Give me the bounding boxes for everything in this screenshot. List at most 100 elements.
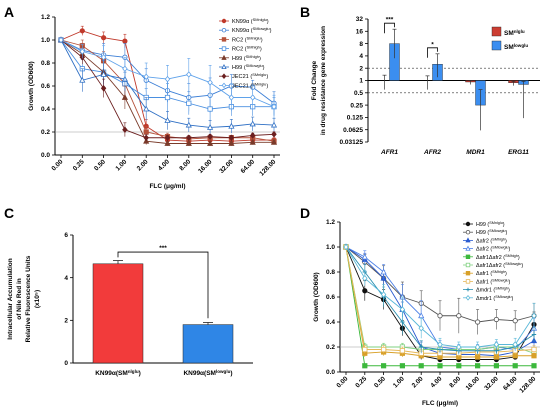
d-data-point [419, 344, 424, 350]
a-legend-entry: JEC21 (SMnlglu) [219, 81, 268, 89]
a-legend-entry: H99 (SMlowglu) [219, 63, 265, 71]
d-legend-label: H99 (SMnlglu) [476, 221, 505, 228]
d-legend-entry: Δafr2 (SMlowglu) [463, 245, 511, 253]
a-y-tick-label: 0.8 [41, 60, 50, 67]
b-significance-stars: * [431, 41, 434, 48]
c-category-label: KN99α(SMnlglu) [95, 369, 141, 378]
d-x-tick-label: 16.00 [465, 375, 482, 392]
a-data-point [79, 76, 86, 83]
a-legend-entry: KN99α (SMnlglu) [219, 17, 269, 26]
d-x-tick-label: 1.00 [392, 375, 406, 389]
d-data-point [474, 319, 481, 325]
a-data-point [207, 133, 213, 140]
d-data-point [437, 363, 443, 369]
a-x-tick-label: 8.00 [178, 158, 192, 172]
d-data-point [399, 363, 406, 369]
a-y-tick-label: 0.2 [41, 129, 50, 136]
a-data-point [164, 94, 171, 101]
b-significance: *** [384, 17, 395, 34]
a-data-point [164, 116, 171, 123]
a-data-point [186, 134, 192, 142]
c-significance-bracket [117, 251, 209, 319]
d-legend-marker [465, 237, 471, 243]
d-y-tick-label: 0.0 [326, 369, 335, 376]
d-data-point [418, 363, 424, 369]
d-data-point [531, 332, 537, 337]
a-legend-label: KN99α (SMnlglu) [232, 17, 269, 26]
d-data-point [493, 363, 500, 369]
a-data-point [100, 70, 107, 77]
d-x-tick-label: 8.00 [448, 375, 462, 389]
a-data-point [186, 71, 192, 78]
d-data-point [531, 363, 537, 369]
d-legend-marker [466, 287, 470, 292]
a-legend-marker [221, 54, 227, 60]
b-y-tick-label: 0.125 [347, 115, 364, 122]
a-data-point [100, 53, 107, 61]
b-y-tick-label: 32 [356, 16, 364, 23]
a-data-point [164, 134, 171, 142]
d-data-point [380, 268, 387, 275]
a-data-point [143, 129, 149, 135]
d-legend-entry: Δafr1Δafr2 (SMlowglu) [463, 262, 523, 269]
b-legend-label: SMnlglu [504, 29, 525, 38]
a-data-point [249, 94, 256, 101]
b-significance-bracket [384, 22, 395, 34]
d-data-point [531, 346, 537, 353]
a-legend-label: JEC21 (SMnlglu) [232, 72, 268, 81]
d-legend-marker [465, 295, 471, 301]
d-data-point [456, 343, 462, 351]
d-data-point [380, 363, 387, 369]
d-data-point [418, 324, 424, 332]
a-data-point [271, 103, 277, 110]
a-data-point [164, 75, 171, 83]
panel-a-growth-chart: 0.0 0.2 0.4 0.6 0.8 1.0 1.2 0.00 0.25 0.50 1.00 2.0… [28, 14, 280, 190]
a-data-point [270, 138, 278, 145]
a-x-tick-label: 64.00 [240, 158, 257, 175]
d-legend-label: H99 (SMlowglu) [476, 229, 508, 236]
a-legend-label: H99 (SMhigh) [232, 53, 261, 62]
a-data-point [143, 105, 150, 112]
a-legend-label: KN99α (SMlowglu) [232, 26, 272, 35]
d-data-point [456, 363, 462, 369]
d-x-tick-label: 128.00 [518, 375, 537, 394]
c-significance-stars: *** [159, 245, 167, 252]
a-x-tick-label: 16.00 [197, 158, 214, 175]
a-data-point [249, 120, 256, 127]
a-legend-marker [221, 82, 227, 89]
b-legend-entry: SMnlglu [491, 26, 525, 38]
d-legend-label: Δafr2 (SMlowglu) [476, 246, 511, 253]
b-y-tick-label: 0.0625 [343, 127, 363, 134]
a-data-point [228, 139, 235, 146]
d-x-tick-label: 32.00 [483, 375, 500, 392]
d-legend-entry: Δafr1 (SMhigh) [463, 270, 507, 277]
a-data-point [79, 28, 85, 34]
a-data-point [122, 65, 128, 73]
a-legend-entry: KN99α (SMlowglu) [219, 26, 272, 35]
d-legend-label: Δmdr1 (SMhigh) [476, 287, 510, 294]
a-data-point [58, 36, 64, 44]
c-y-tick-label: 6 [64, 232, 68, 239]
b-y-tick-label: 2 [359, 65, 363, 72]
a-legend-marker [221, 18, 227, 24]
panel-label-c: C [4, 205, 14, 221]
panel-c-nile-red-chart: 0 2 4 6 KN99α(SMnlglu) KN99α(SMlowglu) *** Intr… [7, 232, 253, 377]
d-data-point [493, 316, 499, 323]
b-category-label: MDR1 [466, 149, 485, 156]
d-data-point [437, 341, 443, 348]
d-legend-marker [465, 254, 471, 259]
d-legend-label: Δafr1Δafr2 (SMhigh) [476, 254, 520, 261]
a-data-point [143, 134, 149, 142]
a-legend-entry: H99 (SMhigh) [219, 53, 261, 62]
a-legend-marker [221, 37, 227, 42]
a-x-tick-label: 0.25 [72, 158, 86, 172]
a-y-axis-label: Growth (OD600) [28, 61, 35, 110]
d-legend-entry: H99 (SMlowglu) [463, 229, 508, 236]
c-significance: *** [117, 245, 209, 319]
a-x-tick-label: 0.00 [51, 158, 65, 172]
d-data-point [343, 243, 349, 251]
a-x-tick-label: 32.00 [218, 158, 235, 175]
a-legend-label: RC2 (SMnlglu) [232, 35, 263, 44]
b-y-tick-label: 1 [359, 78, 363, 85]
c-y-axis-label-3: Relative Fluorescence Units [25, 255, 32, 342]
